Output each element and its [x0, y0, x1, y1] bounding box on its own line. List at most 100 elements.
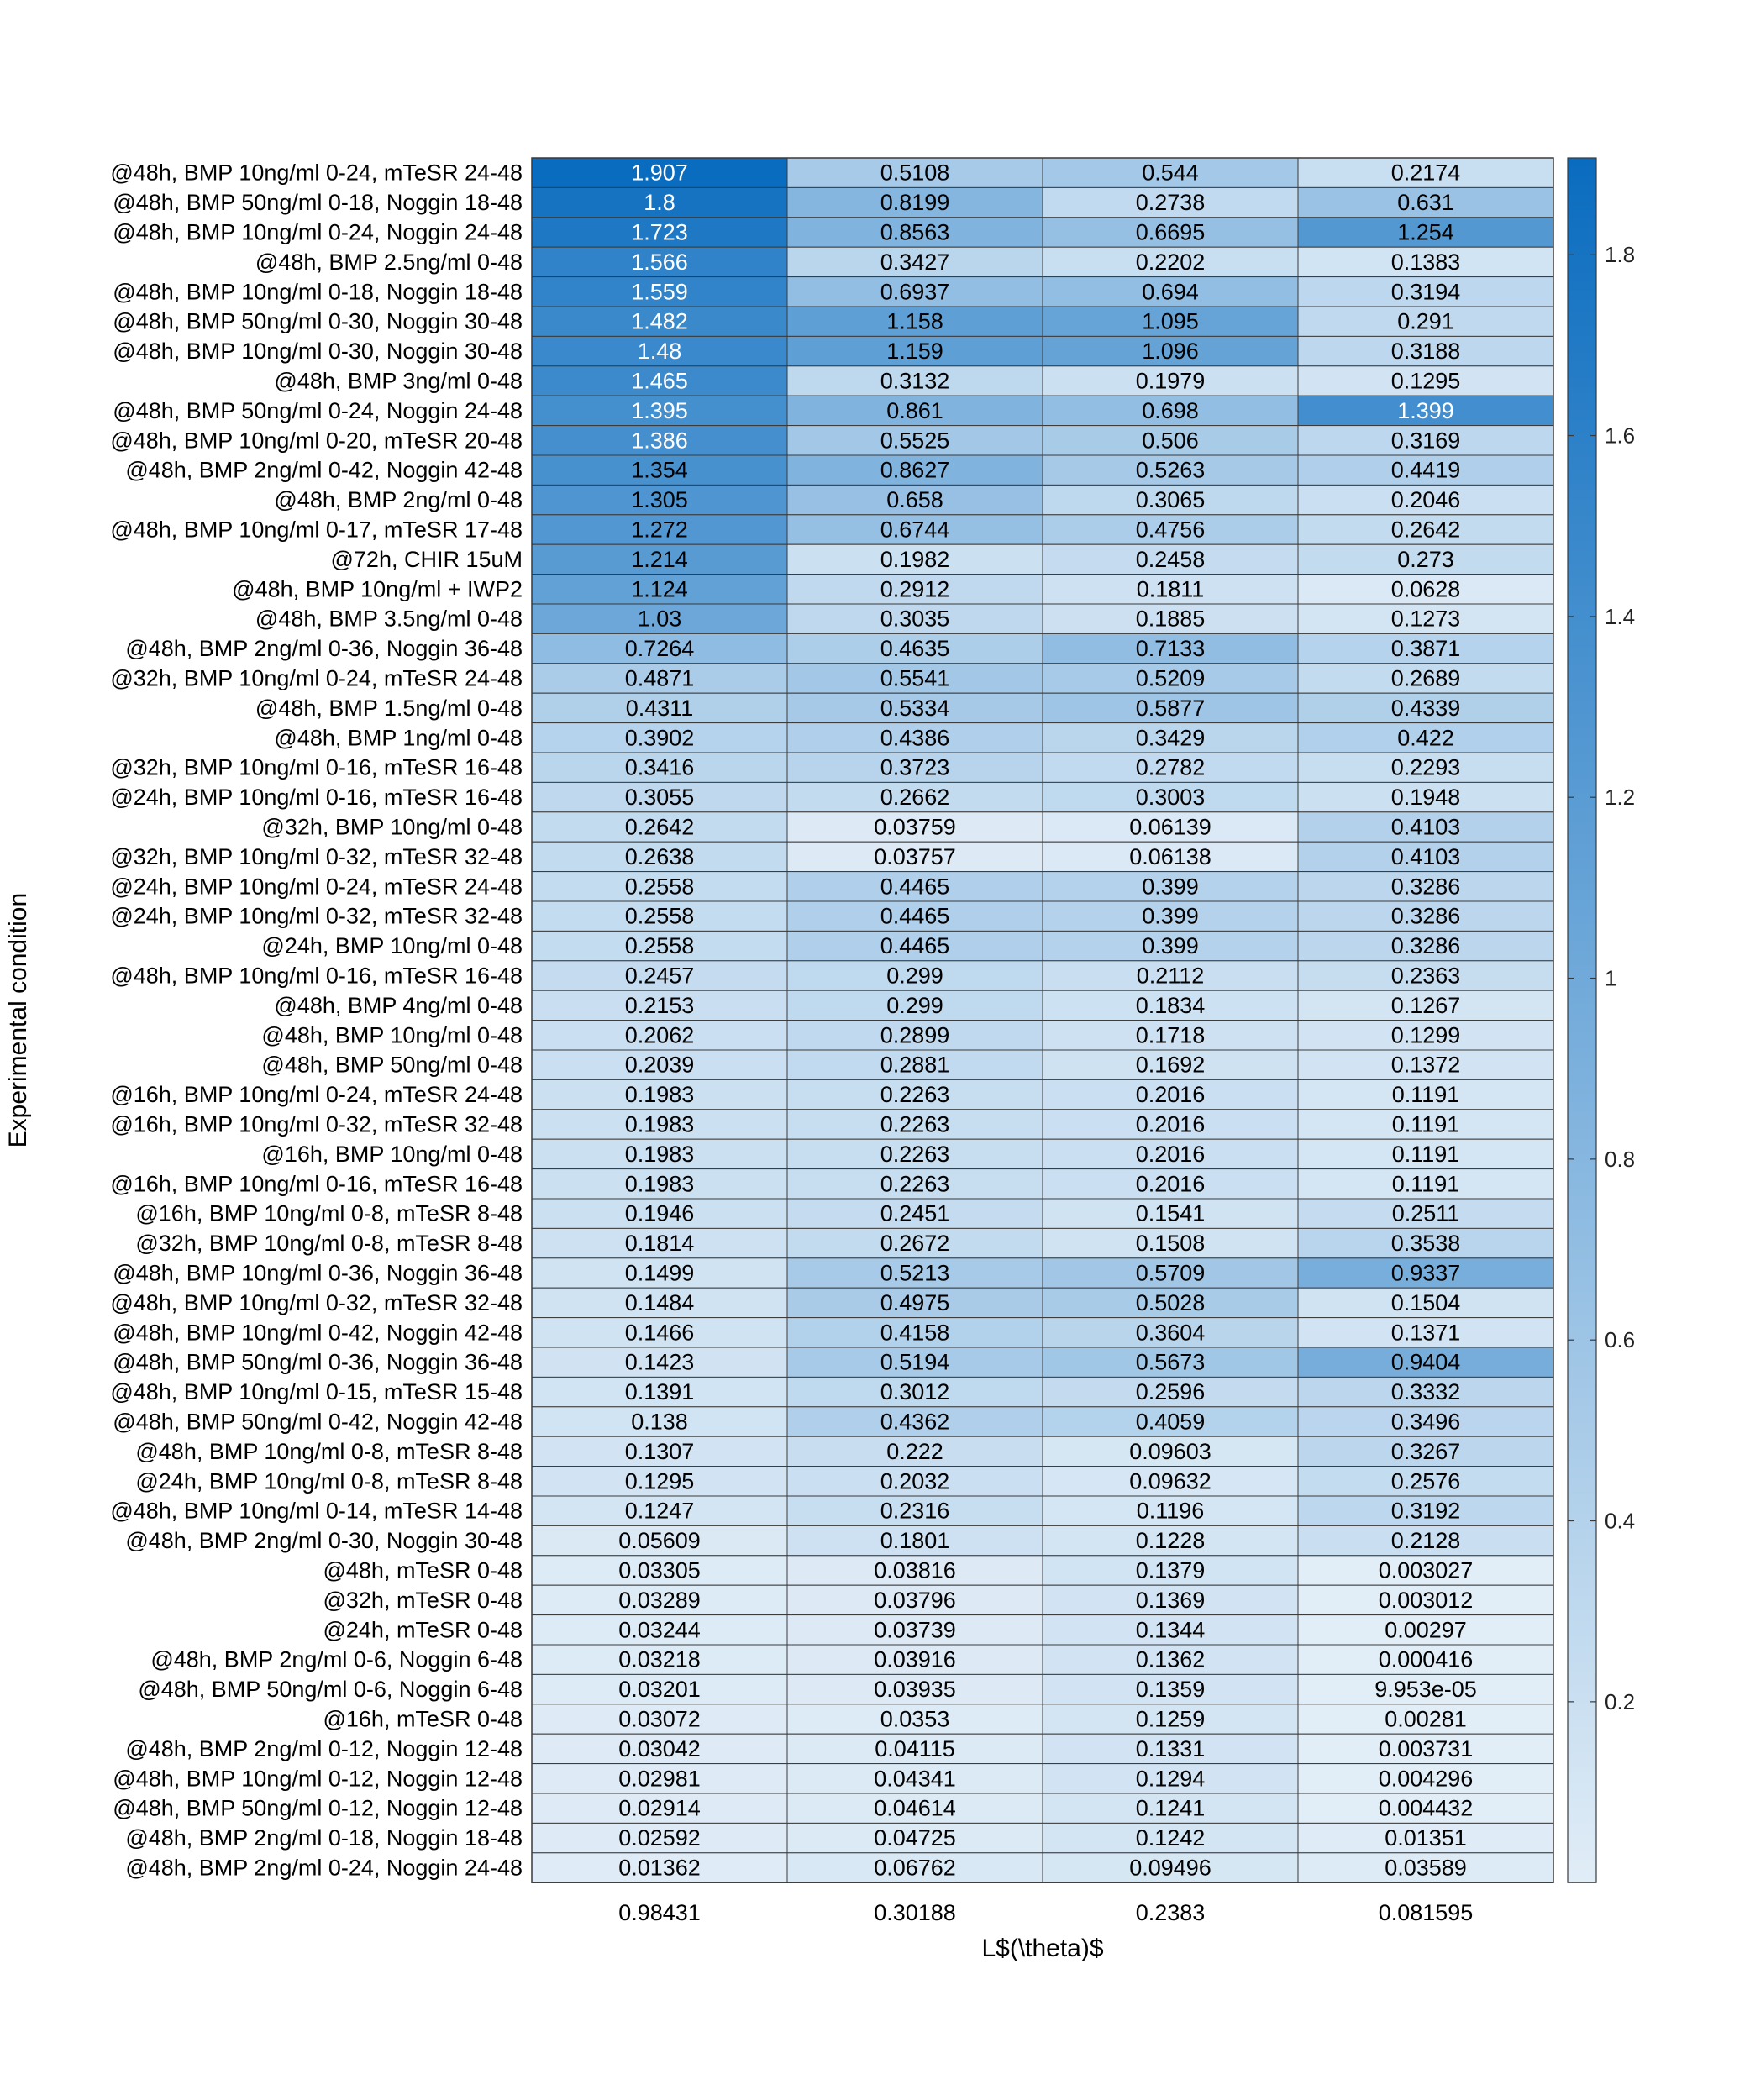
cell-value-label: 0.04614	[874, 1796, 956, 1821]
row-label: @48h, BMP 10ng/ml 0-16, mTeSR 16-48	[110, 963, 523, 989]
row-label: @48h, BMP 50ng/ml 0-36, Noggin 36-48	[113, 1350, 523, 1375]
cell-value-label: 0.5028	[1136, 1290, 1206, 1315]
cell-value-label: 0.4465	[880, 933, 950, 958]
heatmap-cell	[1297, 246, 1554, 278]
row-label: @48h, BMP 10ng/ml 0-24, Noggin 24-48	[113, 220, 523, 245]
heatmap-cell	[1297, 1704, 1554, 1735]
row-label: @48h, mTeSR 0-48	[323, 1558, 523, 1583]
row-label: @48h, BMP 10ng/ml 0-36, Noggin 36-48	[113, 1261, 523, 1286]
cell-value-label: 0.3286	[1391, 874, 1461, 899]
cell-value-label: 0.3416	[625, 755, 695, 780]
cell-value-label: 0.0628	[1391, 576, 1461, 601]
cell-value-label: 0.3871	[1391, 636, 1461, 661]
cell-value-label: 0.2046	[1391, 487, 1461, 512]
cell-value-label: 0.6695	[1136, 220, 1206, 245]
cell-value-label: 0.2263	[880, 1112, 950, 1137]
cell-value-label: 0.2016	[1136, 1112, 1206, 1137]
cell-value-label: 0.003027	[1379, 1558, 1474, 1583]
heatmap-cell	[1042, 186, 1299, 218]
cell-value-label: 0.3427	[880, 249, 950, 275]
heatmap-cell	[786, 781, 1043, 813]
cell-value-label: 0.4419	[1391, 458, 1461, 483]
cell-value-label: 1.559	[631, 279, 688, 304]
heatmap-cell	[531, 1347, 788, 1378]
x-axis-label: L$(\theta)$	[981, 1935, 1103, 1962]
cell-value-label: 0.3604	[1136, 1320, 1206, 1345]
heatmap-cell	[531, 1644, 788, 1675]
cell-value-label: 0.1196	[1137, 1499, 1205, 1524]
heatmap-cell	[531, 1733, 788, 1765]
cell-value-label: 0.3429	[1136, 725, 1206, 750]
row-label: @48h, BMP 10ng/ml 0-48	[261, 1022, 523, 1047]
cell-value-label: 0.544	[1142, 160, 1199, 186]
cell-value-label: 0.3192	[1391, 1499, 1461, 1524]
heatmap-cell	[531, 217, 788, 248]
row-label: @32h, BMP 10ng/ml 0-48	[261, 815, 523, 840]
row-label: @48h, BMP 10ng/ml 0-17, mTeSR 17-48	[110, 517, 523, 543]
heatmap-cell	[1042, 1079, 1299, 1110]
row-label: @48h, BMP 10ng/ml + IWP2	[232, 576, 523, 601]
heatmap-cell	[786, 663, 1043, 694]
row-label: @48h, BMP 2ng/ml 0-36, Noggin 36-48	[125, 636, 523, 661]
cell-value-label: 0.3065	[1136, 487, 1206, 512]
row-label: @48h, BMP 10ng/ml 0-14, mTeSR 14-48	[110, 1499, 523, 1524]
cell-value-label: 1.272	[631, 517, 688, 543]
cell-value-label: 0.1331	[1136, 1736, 1206, 1761]
colorbar-tick-label: 1.4	[1605, 604, 1635, 629]
cell-value-label: 1.354	[631, 458, 688, 483]
row-label: @48h, BMP 10ng/ml 0-30, Noggin 30-48	[113, 339, 523, 364]
cell-value-label: 0.03739	[874, 1617, 956, 1642]
cell-value-label: 0.2511	[1392, 1201, 1460, 1226]
cell-value-label: 0.5334	[880, 696, 950, 721]
heatmap-cell	[1297, 1049, 1554, 1080]
cell-value-label: 0.4756	[1136, 517, 1206, 543]
heatmap-cell	[1297, 811, 1554, 843]
cell-value-label: 0.03796	[874, 1588, 956, 1613]
cell-value-label: 0.1295	[625, 1468, 695, 1494]
heatmap-cell	[1297, 574, 1554, 605]
cell-value-label: 0.5541	[880, 666, 950, 691]
cell-value-label: 0.1814	[625, 1231, 695, 1256]
cell-value-label: 0.03072	[618, 1707, 701, 1732]
heatmap-cell	[786, 841, 1043, 873]
cell-value-label: 0.2293	[1391, 755, 1461, 780]
cell-value-label: 1.096	[1142, 339, 1199, 364]
cell-value-label: 0.2912	[880, 576, 950, 601]
row-label: @48h, BMP 10ng/ml 0-12, Noggin 12-48	[113, 1766, 523, 1791]
colorbar-tick-label: 0.4	[1605, 1509, 1635, 1534]
cell-value-label: 0.5709	[1136, 1261, 1206, 1286]
heatmap-cell	[1297, 900, 1554, 932]
cell-value-label: 0.1228	[1136, 1528, 1206, 1553]
row-label: @48h, BMP 2ng/ml 0-24, Noggin 24-48	[125, 1856, 523, 1881]
heatmap-cell	[1297, 752, 1554, 783]
cell-value-label: 0.4103	[1391, 815, 1461, 840]
heatmap-cell	[1042, 1227, 1299, 1259]
heatmap-cell	[1297, 633, 1554, 664]
cell-value-label: 0.03759	[874, 815, 956, 840]
cell-value-label: 0.1979	[1136, 369, 1206, 394]
heatmap-cell	[531, 603, 788, 634]
heatmap-cell	[1042, 365, 1299, 396]
row-label: @48h, BMP 1.5ng/ml 0-48	[255, 696, 523, 721]
heatmap-cell	[786, 1227, 1043, 1259]
heatmap-cell	[1042, 1168, 1299, 1200]
x-tick-label: 0.081595	[1379, 1900, 1474, 1925]
cell-value-label: 0.2457	[625, 963, 695, 989]
cell-value-label: 0.09632	[1129, 1468, 1211, 1494]
cell-value-label: 0.1423	[625, 1350, 695, 1375]
cell-value-label: 0.2451	[880, 1201, 950, 1226]
heatmap-cell	[531, 960, 788, 991]
heatmap-border	[531, 157, 1554, 1883]
cell-value-label: 0.03757	[874, 844, 956, 869]
row-label: @48h, BMP 10ng/ml 0-32, mTeSR 32-48	[110, 1290, 523, 1315]
cell-value-label: 0.3538	[1391, 1231, 1461, 1256]
cell-value-label: 0.1692	[1136, 1053, 1206, 1078]
heatmap-cell	[531, 1614, 788, 1646]
heatmap-cell	[1042, 1406, 1299, 1437]
cell-value-label: 0.2062	[625, 1022, 695, 1047]
heatmap-cell	[1042, 990, 1299, 1021]
cell-value-label: 0.3003	[1136, 785, 1206, 810]
cell-value-label: 0.2642	[625, 815, 695, 840]
cell-value-label: 0.03935	[874, 1677, 956, 1702]
cell-value-label: 0.04341	[874, 1766, 956, 1791]
